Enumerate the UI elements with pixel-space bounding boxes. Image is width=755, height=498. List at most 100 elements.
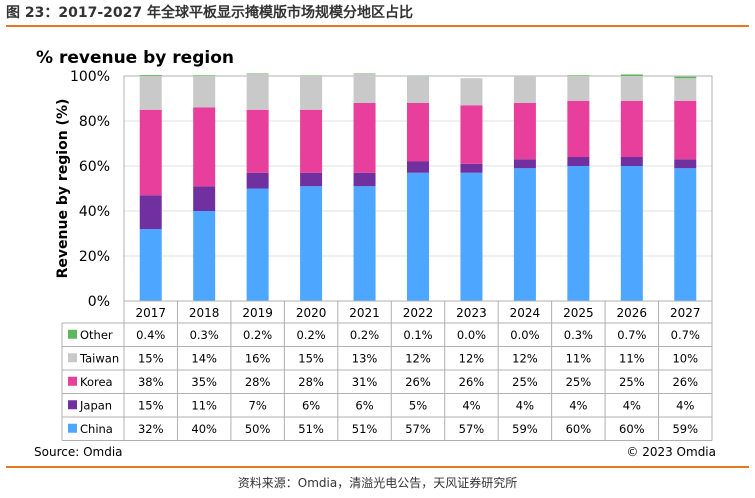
bar-other-2026	[620, 74, 643, 76]
footer-rule	[6, 466, 749, 468]
bar-taiwan-2021	[353, 73, 376, 103]
data-label-china: 59%	[512, 422, 538, 436]
y-tick-label: 20%	[79, 249, 110, 265]
bar-china-2018	[193, 211, 216, 301]
bar-korea-2025	[567, 100, 590, 157]
data-label-taiwan: 12%	[459, 351, 485, 365]
data-label-china: 51%	[298, 422, 324, 436]
bar-china-2017	[139, 229, 162, 301]
bar-china-2021	[353, 186, 376, 301]
x-tick-label: 2021	[349, 306, 380, 320]
data-label-korea: 38%	[138, 375, 164, 389]
data-label-other: 0.7%	[617, 328, 646, 342]
data-label-taiwan: 11%	[566, 351, 592, 365]
bar-korea-2017	[139, 109, 162, 196]
y-tick-label: 80%	[79, 114, 110, 130]
data-label-other: 0.2%	[243, 328, 272, 342]
data-label-taiwan: 12%	[405, 351, 431, 365]
data-label-taiwan: 16%	[245, 351, 271, 365]
bar-korea-2018	[193, 107, 216, 187]
data-label-other: 0.4%	[136, 328, 165, 342]
bar-korea-2027	[674, 100, 697, 160]
bar-korea-2024	[513, 103, 536, 160]
x-tick-label: 2023	[456, 306, 487, 320]
x-tick-label: 2020	[296, 306, 327, 320]
data-label-other: 0.3%	[190, 328, 219, 342]
data-label-japan: 4%	[623, 398, 641, 412]
data-label-korea: 28%	[245, 375, 271, 389]
data-label-taiwan: 10%	[672, 351, 698, 365]
data-label-korea: 35%	[191, 375, 217, 389]
bar-japan-2024	[513, 159, 536, 169]
bar-korea-2026	[620, 100, 643, 157]
data-label-korea: 25%	[566, 375, 592, 389]
legend-swatch-japan	[68, 400, 77, 410]
data-label-japan: 5%	[409, 398, 427, 412]
y-tick-label: 60%	[79, 159, 110, 175]
chart-title: % revenue by region	[36, 48, 234, 68]
bar-china-2024	[513, 168, 536, 301]
bar-taiwan-2022	[407, 76, 429, 103]
bar-china-2027	[674, 168, 697, 301]
data-label-japan: 6%	[302, 398, 320, 412]
x-tick-label: 2017	[135, 306, 166, 320]
bar-japan-2022	[407, 161, 429, 173]
bar-china-2019	[246, 188, 269, 301]
data-label-china: 57%	[459, 422, 485, 436]
header-rule	[6, 25, 749, 27]
legend-swatch-taiwan	[68, 353, 77, 363]
y-axis-label: Revenue by region (%)	[55, 99, 71, 279]
data-label-korea: 31%	[352, 375, 378, 389]
bar-japan-2023	[460, 163, 483, 173]
data-label-china: 59%	[672, 422, 698, 436]
y-tick-label: 100%	[70, 69, 110, 85]
data-label-taiwan: 12%	[512, 351, 538, 365]
bar-korea-2021	[353, 103, 376, 173]
bar-japan-2017	[139, 195, 162, 229]
footer-source: 资料来源：Omdia，清溢光电公告，天风证券研究所	[237, 476, 518, 490]
x-tick-label: 2018	[189, 306, 220, 320]
x-tick-label: 2025	[563, 306, 594, 320]
bar-japan-2026	[620, 157, 643, 166]
bar-taiwan-2017	[139, 76, 162, 110]
chart-copyright: © 2023 Omdia	[626, 445, 716, 459]
data-label-china: 40%	[191, 422, 217, 436]
bar-taiwan-2026	[620, 76, 643, 101]
bar-china-2025	[567, 166, 590, 301]
bar-china-2026	[620, 166, 643, 301]
legend-label-other: Other	[80, 328, 113, 342]
data-label-china: 50%	[245, 422, 271, 436]
figure-title: 图 23：2017-2027 年全球平板显示掩模版市场规模分地区占比	[6, 5, 413, 21]
data-label-other: 0.3%	[564, 328, 593, 342]
bar-korea-2019	[246, 109, 269, 173]
data-label-taiwan: 14%	[191, 351, 217, 365]
data-label-korea: 28%	[298, 375, 324, 389]
bar-taiwan-2027	[674, 78, 697, 101]
data-label-china: 32%	[138, 422, 164, 436]
bar-taiwan-2023	[460, 78, 483, 106]
data-label-japan: 7%	[249, 398, 267, 412]
bar-japan-2021	[353, 172, 376, 187]
data-label-korea: 26%	[459, 375, 485, 389]
bar-other-2025	[567, 75, 590, 76]
chart-source: Source: Omdia	[34, 445, 123, 459]
legend-label-japan: Japan	[79, 398, 112, 412]
data-label-korea: 25%	[619, 375, 645, 389]
bar-taiwan-2020	[300, 76, 323, 110]
x-tick-label: 2024	[510, 306, 541, 320]
legend-label-china: China	[80, 422, 113, 436]
data-label-other: 0.2%	[296, 328, 325, 342]
x-tick-label: 2019	[242, 306, 273, 320]
legend-swatch-korea	[68, 376, 77, 386]
data-label-japan: 4%	[676, 398, 694, 412]
data-label-japan: 15%	[138, 398, 164, 412]
bar-other-2027	[674, 76, 697, 79]
data-label-china: 57%	[405, 422, 431, 436]
legend-swatch-china	[68, 423, 77, 433]
data-label-japan: 4%	[569, 398, 587, 412]
data-label-other: 0.2%	[350, 328, 379, 342]
data-label-japan: 4%	[516, 398, 534, 412]
data-label-japan: 6%	[355, 398, 373, 412]
data-label-china: 60%	[566, 422, 592, 436]
